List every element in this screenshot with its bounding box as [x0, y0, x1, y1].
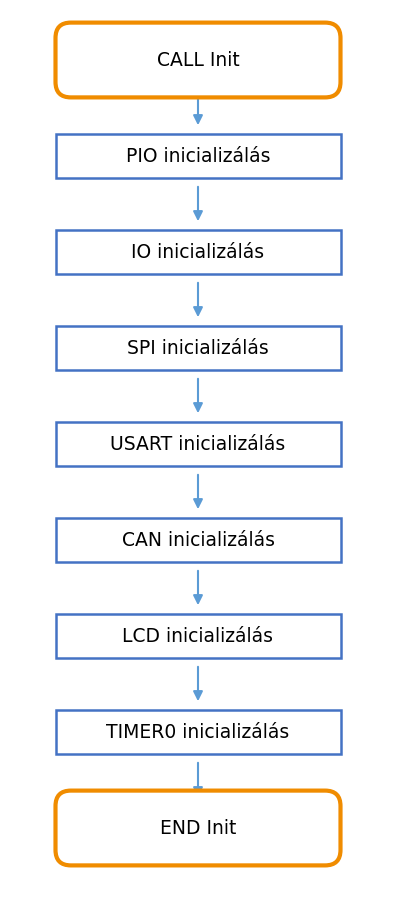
Text: LCD inicializálás: LCD inicializálás	[123, 627, 274, 645]
FancyBboxPatch shape	[56, 23, 341, 98]
Text: TIMER0 inicializálás: TIMER0 inicializálás	[106, 723, 290, 741]
Text: USART inicializálás: USART inicializálás	[110, 434, 285, 454]
Bar	[56, 614, 341, 658]
FancyBboxPatch shape	[56, 790, 341, 866]
Bar	[56, 326, 341, 370]
Text: CAN inicializálás: CAN inicializálás	[121, 530, 274, 550]
Text: CALL Init: CALL Init	[157, 51, 239, 69]
Bar	[56, 422, 341, 466]
Bar	[56, 710, 341, 754]
Bar	[56, 134, 341, 178]
Text: END Init: END Init	[160, 819, 236, 837]
Text: SPI inicializálás: SPI inicializálás	[127, 338, 269, 358]
Text: IO inicializálás: IO inicializálás	[131, 242, 264, 262]
Text: PIO inicializálás: PIO inicializálás	[126, 147, 270, 166]
Bar	[56, 518, 341, 562]
Bar	[56, 230, 341, 274]
